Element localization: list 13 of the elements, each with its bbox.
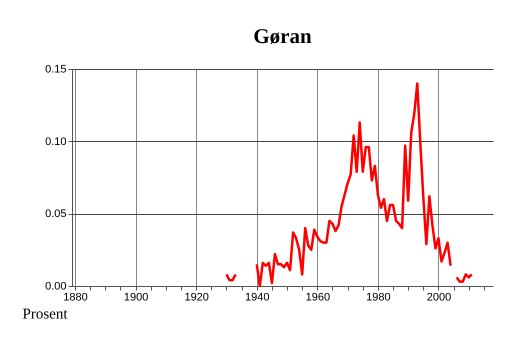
y-axis-title: Prosent xyxy=(22,306,68,322)
x-tick-label: 1980 xyxy=(366,292,391,304)
chart-title: Gøran xyxy=(253,24,312,48)
x-tick-label: 1960 xyxy=(306,292,330,304)
x-tick-label: 1880 xyxy=(63,292,88,304)
x-tick-label: 2000 xyxy=(426,292,452,304)
y-tick-label: 0.00 xyxy=(45,280,66,292)
x-tick-label: 1900 xyxy=(124,292,148,304)
y-tick-label: 0.10 xyxy=(45,136,66,148)
x-tick-label: 1920 xyxy=(184,292,209,304)
x-tick-label: 1940 xyxy=(245,292,270,304)
y-tick-label: 0.15 xyxy=(45,64,66,76)
y-tick-label: 0.05 xyxy=(45,208,66,220)
